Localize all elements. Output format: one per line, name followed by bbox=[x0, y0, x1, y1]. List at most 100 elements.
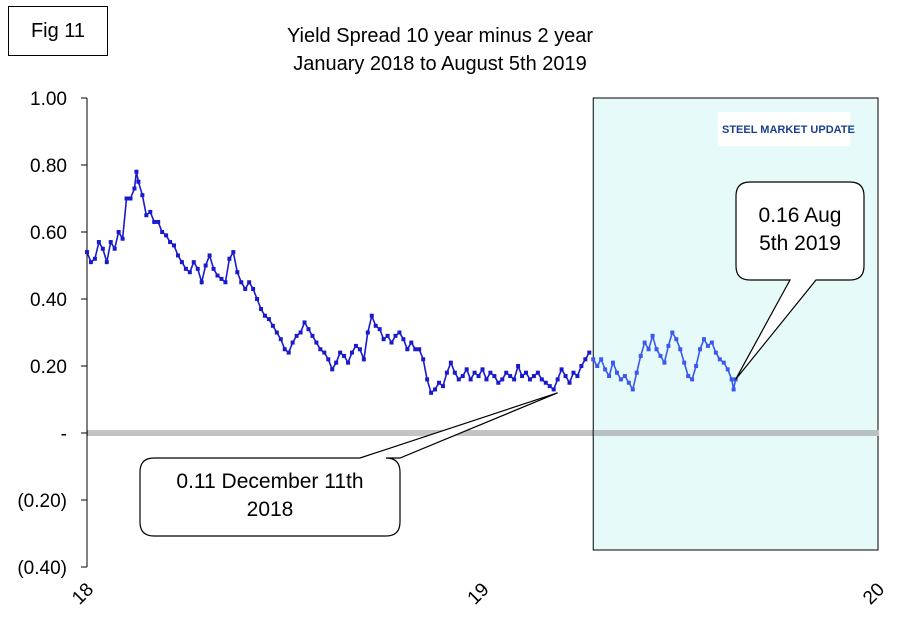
data-point bbox=[199, 280, 204, 285]
data-point bbox=[591, 357, 596, 362]
data-point bbox=[270, 323, 275, 328]
data-point bbox=[504, 370, 509, 375]
data-point bbox=[389, 340, 394, 345]
data-point bbox=[393, 333, 398, 338]
data-point bbox=[690, 377, 695, 382]
data-point bbox=[334, 360, 339, 365]
data-point bbox=[539, 377, 544, 382]
data-point bbox=[306, 327, 311, 332]
data-point bbox=[219, 276, 224, 281]
data-point bbox=[476, 374, 481, 379]
data-point bbox=[365, 330, 370, 335]
data-point bbox=[729, 377, 734, 382]
data-point bbox=[381, 337, 386, 342]
callout-text: 0.16 Aug bbox=[759, 204, 842, 227]
data-point bbox=[500, 377, 505, 382]
data-point bbox=[456, 377, 461, 382]
data-point bbox=[555, 377, 560, 382]
data-point bbox=[298, 330, 303, 335]
data-point bbox=[547, 384, 552, 389]
data-point bbox=[701, 337, 706, 342]
data-point bbox=[96, 240, 101, 245]
data-point bbox=[725, 367, 730, 372]
data-point bbox=[223, 280, 228, 285]
data-point bbox=[496, 380, 501, 385]
chart-subtitle: January 2018 to August 5th 2019 bbox=[293, 53, 587, 75]
data-point bbox=[433, 387, 438, 392]
data-point bbox=[357, 347, 362, 352]
data-point bbox=[559, 367, 564, 372]
data-point bbox=[460, 374, 465, 379]
data-point bbox=[527, 377, 532, 382]
data-point bbox=[116, 230, 121, 234]
data-point bbox=[551, 387, 556, 392]
y-tick-label: 0.80 bbox=[30, 156, 67, 177]
data-point bbox=[405, 347, 410, 352]
data-point bbox=[330, 367, 335, 372]
data-point bbox=[266, 317, 271, 322]
data-point bbox=[397, 330, 402, 335]
y-tick-label: 0.20 bbox=[30, 357, 67, 378]
data-point bbox=[448, 360, 453, 365]
data-point bbox=[731, 387, 736, 392]
data-point bbox=[587, 350, 592, 355]
data-point bbox=[156, 219, 161, 224]
data-point bbox=[108, 240, 113, 245]
steel-market-update-logo: STEEL MARKET UPDATE bbox=[718, 112, 855, 146]
data-point bbox=[452, 370, 457, 375]
chart-title: Yield Spread 10 year minus 2 year bbox=[286, 25, 594, 47]
data-point bbox=[278, 337, 283, 342]
data-point bbox=[705, 343, 710, 348]
data-point bbox=[259, 307, 264, 312]
data-point bbox=[425, 377, 430, 382]
data-point bbox=[235, 270, 240, 275]
series-group bbox=[85, 169, 738, 395]
data-point bbox=[488, 370, 493, 375]
data-point bbox=[274, 330, 279, 335]
zero-line bbox=[87, 430, 879, 436]
data-point bbox=[480, 367, 485, 372]
data-point bbox=[658, 353, 663, 358]
data-point bbox=[579, 364, 584, 368]
data-point bbox=[385, 333, 390, 338]
data-point bbox=[674, 337, 679, 342]
data-point bbox=[713, 350, 718, 355]
data-point bbox=[318, 347, 323, 352]
data-point bbox=[373, 323, 378, 328]
data-point bbox=[650, 333, 655, 338]
data-point bbox=[191, 260, 196, 265]
data-point bbox=[112, 246, 117, 251]
data-point bbox=[215, 273, 220, 278]
data-point bbox=[709, 340, 714, 345]
data-point bbox=[338, 350, 343, 355]
logo-text: STEEL MARKET UPDATE bbox=[722, 124, 855, 136]
data-point bbox=[247, 280, 252, 285]
data-point bbox=[413, 347, 418, 352]
data-point bbox=[346, 360, 351, 365]
data-point bbox=[622, 374, 627, 379]
callout-2: 0.11 December 11th 2018 bbox=[139, 392, 558, 537]
data-point bbox=[175, 253, 180, 258]
y-tick-label: (0.20) bbox=[17, 491, 67, 512]
data-point bbox=[654, 347, 659, 352]
data-point bbox=[492, 374, 497, 379]
data-point bbox=[626, 380, 631, 385]
x-axis-ticks: 18 19 20 bbox=[68, 579, 889, 609]
data-point bbox=[369, 313, 374, 318]
data-point bbox=[595, 364, 600, 368]
data-point bbox=[227, 256, 232, 261]
series-line-1 bbox=[86, 171, 590, 395]
data-point bbox=[322, 350, 327, 355]
data-point bbox=[353, 343, 358, 348]
y-tick-label: 0.60 bbox=[30, 223, 67, 244]
data-point bbox=[302, 320, 307, 325]
highlight-region bbox=[592, 97, 879, 551]
data-point bbox=[203, 263, 208, 268]
data-point bbox=[440, 384, 445, 389]
data-point bbox=[614, 370, 619, 375]
data-point bbox=[310, 333, 315, 338]
data-point bbox=[286, 350, 291, 355]
data-point bbox=[646, 347, 651, 352]
data-point bbox=[172, 243, 177, 248]
